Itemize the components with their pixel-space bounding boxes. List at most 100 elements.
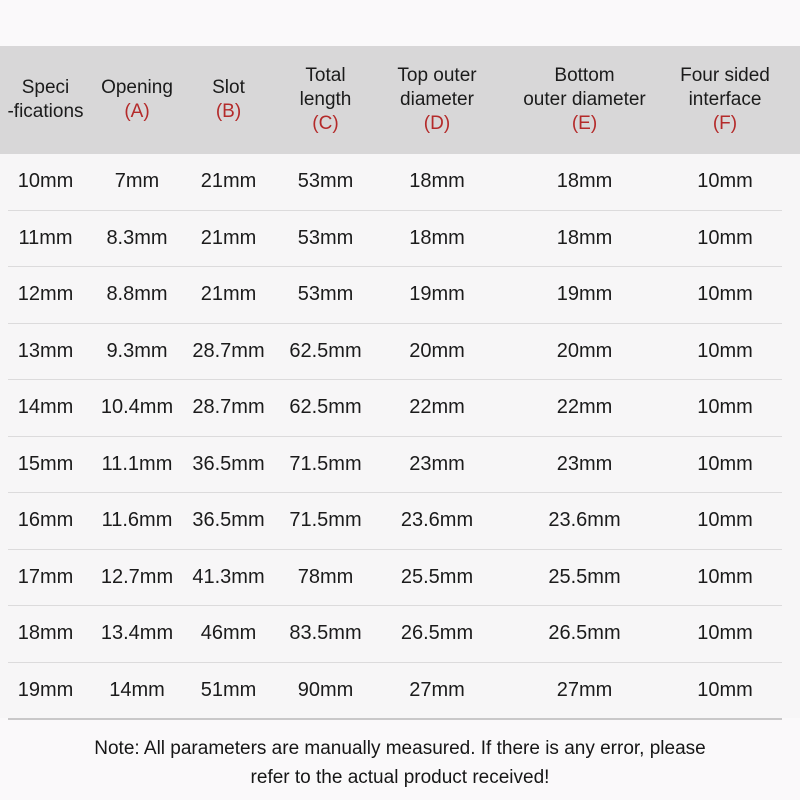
table-cell: 18mm	[556, 226, 613, 249]
table-cell: 36.5mm	[192, 452, 265, 475]
table-cell: 20mm	[556, 339, 613, 362]
table-cell: 10mm	[697, 170, 753, 193]
header-line: Bottom	[554, 65, 615, 86]
table-cell: 36.5mm	[192, 509, 265, 532]
table-row: 14mm 10.4mm 28.7mm 62.5mm 22mm 22mm 10mm	[0, 380, 800, 436]
table-cell: 11mm	[18, 226, 73, 249]
table-cell: 23.6mm	[400, 509, 474, 532]
table-row: 15mm 11.1mm 36.5mm 71.5mm 23mm 23mm 10mm	[0, 437, 800, 493]
table-cell: 10mm	[697, 678, 753, 701]
table-cell: 8.3mm	[106, 226, 168, 249]
table-cell: 11.1mm	[101, 452, 173, 475]
table-cell: 10mm	[697, 565, 753, 588]
table-cell: 14mm	[109, 678, 165, 701]
table-cell: 28.7mm	[192, 396, 265, 419]
table-cell: 18mm	[17, 622, 74, 645]
table-cell: 17mm	[17, 565, 74, 588]
table-cell: 23.6mm	[548, 509, 621, 532]
header-letter: (F)	[712, 113, 738, 134]
table-cell: 10mm	[697, 283, 753, 306]
table-cell: 19mm	[556, 283, 613, 306]
table-bottom-divider	[8, 718, 782, 720]
table-cell: 23mm	[409, 452, 465, 475]
header-cell: Speci -fications	[0, 76, 91, 124]
row-divider	[8, 435, 782, 437]
table-cell: 25.5mm	[548, 565, 621, 588]
row-divider	[8, 379, 782, 380]
header-line: Speci	[21, 77, 70, 98]
table-cell: 10mm	[697, 622, 753, 645]
row-divider	[8, 661, 782, 663]
table-row: 18mm 13.4mm 46mm 83.5mm 26.5mm 26.5mm 10mm	[0, 606, 800, 662]
table-cell: 15mm	[17, 452, 74, 475]
note-text: Note: All parameters are manually measur…	[0, 720, 800, 792]
table-cell: 21mm	[200, 283, 257, 306]
table-cell: 53mm	[297, 226, 354, 249]
table-cell: 62.5mm	[289, 396, 362, 419]
header-letter: (C)	[312, 113, 339, 134]
table-cell: 10mm	[697, 509, 753, 532]
header-cell: Slot (B)	[183, 76, 274, 124]
row-divider	[8, 209, 782, 211]
table-cell: 14mm	[17, 396, 74, 419]
header-line: outer diameter	[523, 89, 646, 110]
table-cell: 10mm	[697, 226, 753, 249]
header-cell: Bottom outer diameter (E)	[497, 64, 672, 136]
header-cell: Four sided interface (F)	[672, 64, 800, 136]
row-divider	[8, 492, 782, 493]
note-line-1: Note: All parameters are manually measur…	[94, 738, 706, 759]
header-cell: Opening (A)	[91, 76, 183, 124]
table-cell: 27mm	[556, 678, 613, 701]
table-row: 10mm 7mm 21mm 53mm 18mm 18mm 10mm	[0, 154, 800, 210]
header-line: -fications	[7, 101, 84, 122]
table-cell: 20mm	[409, 339, 465, 362]
header-line: diameter	[400, 89, 474, 110]
row-divider	[8, 548, 782, 550]
header-line: Top outer	[397, 65, 477, 86]
header-line: Four sided	[680, 65, 770, 86]
table-cell: 10mm	[697, 396, 753, 419]
header-line: Opening	[101, 77, 173, 98]
table-cell: 10mm	[697, 339, 753, 362]
table-cell: 12.7mm	[100, 565, 174, 588]
table-cell: 11.6mm	[101, 509, 173, 532]
table-cell: 10.4mm	[100, 396, 174, 419]
table-cell: 53mm	[297, 283, 354, 306]
note-line-2: refer to the actual product received!	[250, 767, 550, 788]
table-header: Speci -fications Opening (A) Slot (B) Total len…	[0, 46, 800, 154]
table-row: 13mm 9.3mm 28.7mm 62.5mm 20mm 20mm 10mm	[0, 324, 800, 380]
header-cell: Top outer diameter (D)	[377, 64, 497, 136]
table-row: 19mm 14mm 51mm 90mm 27mm 27mm 10mm	[0, 663, 800, 719]
table-cell: 71.5mm	[289, 509, 362, 532]
table-cell: 22mm	[409, 396, 465, 419]
table-cell: 83.5mm	[289, 622, 362, 645]
table-cell: 7mm	[114, 170, 160, 193]
table-cell: 51mm	[200, 678, 257, 701]
header-line: length	[299, 89, 352, 110]
table-row: 12mm 8.8mm 21mm 53mm 19mm 19mm 10mm	[0, 267, 800, 323]
table-cell: 25.5mm	[400, 565, 474, 588]
header-letter: (B)	[215, 101, 242, 122]
table-cell: 8.8mm	[106, 283, 168, 306]
table-cell: 13.4mm	[100, 622, 174, 645]
table-cell: 19mm	[409, 283, 465, 306]
table-cell: 9.3mm	[106, 339, 168, 362]
table-cell: 10mm	[17, 170, 74, 193]
header-cell: Total length (C)	[274, 64, 377, 136]
row-divider	[8, 266, 782, 267]
table-cell: 53mm	[297, 170, 354, 193]
header-letter: (A)	[124, 101, 150, 122]
table-cell: 26.5mm	[400, 622, 474, 645]
row-divider	[8, 605, 782, 606]
table-cell: 16mm	[17, 509, 74, 532]
table-cell: 18mm	[409, 226, 465, 249]
table-cell: 19mm	[17, 678, 74, 701]
table-row: 11mm 8.3mm 21mm 53mm 18mm 18mm 10mm	[0, 211, 800, 267]
table-cell: 13mm	[17, 339, 74, 362]
table-cell: 90mm	[297, 678, 354, 701]
table-cell: 62.5mm	[289, 339, 362, 362]
table-row: 16mm 11.6mm 36.5mm 71.5mm 23.6mm 23.6mm 10mm	[0, 493, 800, 549]
row-divider	[8, 322, 782, 324]
header-line: interface	[688, 89, 762, 110]
